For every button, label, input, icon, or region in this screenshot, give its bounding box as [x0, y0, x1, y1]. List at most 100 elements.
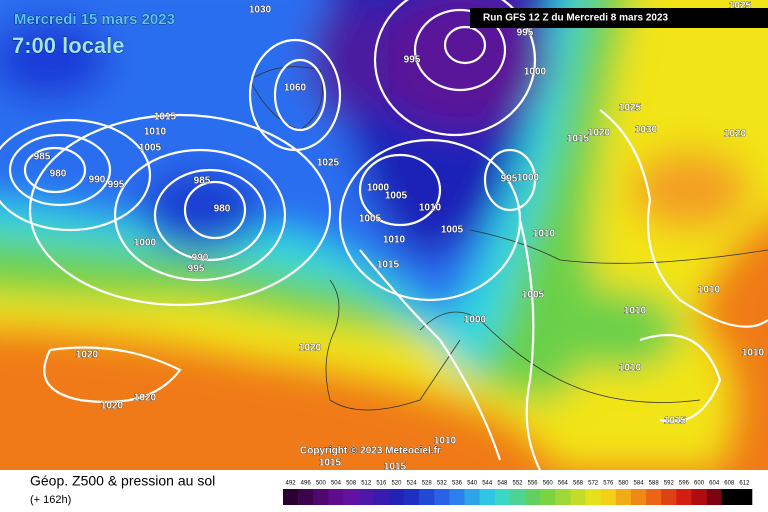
scale-label: 548	[497, 481, 508, 487]
scale-label: 504	[331, 481, 342, 487]
scale-label: 568	[573, 481, 584, 487]
isobar-label: 1005	[522, 290, 545, 301]
isobar-label: 1020	[299, 343, 322, 354]
scale-cell	[555, 489, 571, 505]
scale-cell	[630, 489, 647, 505]
scale-label: 516	[376, 481, 387, 487]
isobar-label: 1020	[724, 129, 747, 140]
isobar-label: 1010	[434, 436, 457, 447]
scale-label: 500	[316, 481, 327, 487]
isobar-label: 1015	[384, 462, 407, 473]
scale-cell	[479, 489, 496, 505]
isobar-label: 1005	[139, 143, 162, 154]
z500-field	[0, 0, 768, 470]
scale-label: 564	[558, 481, 569, 487]
isobar-label: 1025	[317, 158, 340, 169]
isobars	[0, 0, 768, 471]
isobar-label: 995	[188, 264, 205, 275]
scale-label: 580	[618, 481, 629, 487]
coastlines	[249, 66, 768, 411]
copyright: Copyright © 2023 Meteociel.fr	[300, 446, 441, 457]
isobar-label: 995	[501, 174, 518, 185]
scale-label: 560	[543, 481, 554, 487]
footer-subtitle: (+ 162h)	[30, 494, 71, 506]
scale-label: 608	[724, 481, 735, 487]
isobar-label: 1010	[619, 363, 642, 374]
scale-cell	[373, 489, 390, 505]
isobar-label: 995	[404, 55, 421, 66]
scale-cell	[283, 489, 299, 505]
isobar-label: 1030	[249, 5, 272, 16]
scale-cell	[434, 489, 450, 505]
scale-cell	[328, 489, 344, 505]
isobar-label: 980	[50, 169, 67, 180]
isobar-label: 1000	[134, 238, 157, 249]
scale-label: 540	[467, 481, 478, 487]
scale-cell	[721, 489, 738, 505]
isobar-label: 1010	[533, 229, 556, 240]
scale-cell	[358, 489, 375, 505]
scale-cell	[615, 489, 632, 505]
scale-cell	[298, 489, 314, 505]
scale-cell	[343, 489, 359, 505]
scale-label: 576	[603, 481, 614, 487]
isobar-label: 1020	[101, 401, 124, 412]
scale-label: 556	[528, 481, 539, 487]
isobar-label: 1010	[419, 203, 442, 214]
scale-label: 600	[694, 481, 705, 487]
scale-cell	[570, 489, 586, 505]
scale-label: 536	[452, 481, 463, 487]
scale-cell	[404, 489, 420, 505]
isobar-label: 1010	[742, 348, 765, 359]
scale-label: 520	[391, 481, 402, 487]
isobar-label: 980	[214, 204, 231, 215]
isobar-label: 1005	[441, 225, 464, 236]
isobar-label: 990	[192, 253, 209, 264]
scale-label: 544	[482, 481, 493, 487]
scale-cell	[646, 489, 662, 505]
footer-title: Géop. Z500 & pression au sol	[30, 473, 215, 489]
isobar-label: 1015	[567, 134, 590, 145]
isobar-label: 1020	[134, 393, 157, 404]
scale-cell	[585, 489, 602, 505]
isobar-label: 1015	[664, 416, 687, 427]
scale-cell	[676, 489, 692, 505]
scale-label: 612	[739, 481, 750, 487]
isobar-label: 1030	[635, 125, 658, 136]
isobar-label: 1025	[729, 1, 752, 12]
scale-label: 584	[634, 481, 645, 487]
isobar-label: 1010	[144, 127, 167, 138]
scale-cell	[661, 489, 677, 505]
scale-label: 532	[437, 481, 448, 487]
isobar-label: 1005	[385, 191, 408, 202]
scale-cell	[600, 489, 617, 505]
scale-cell	[494, 489, 511, 505]
run-banner: Run GFS 12 Z du Mercredi 8 mars 2023	[470, 8, 768, 28]
scale-cell	[464, 489, 480, 505]
isobar-label: 1010	[624, 306, 647, 317]
scale-label: 528	[422, 481, 433, 487]
isobar-label: 990	[89, 175, 106, 186]
scale-label: 596	[679, 481, 690, 487]
scale-cell	[525, 489, 541, 505]
isobar-label: 1020	[588, 128, 611, 139]
scale-label: 588	[649, 481, 660, 487]
scale-label: 592	[664, 481, 675, 487]
scale-label: 552	[512, 481, 523, 487]
isobar-label: 1000	[524, 67, 547, 78]
scale-cell	[509, 489, 526, 505]
scale-cell	[388, 489, 405, 505]
isobar-label: 1005	[359, 214, 382, 225]
scale-cell	[540, 489, 556, 505]
isobar-label: 1015	[377, 260, 400, 271]
isobar-label: 995	[108, 180, 125, 191]
color-scale: 492 496 500 504 508 512 516 520 524 528 532 536 540 5…	[283, 481, 753, 505]
scale-cell	[419, 489, 435, 505]
isobar-label: 1015	[319, 458, 342, 469]
scale-cell	[736, 489, 753, 505]
scale-cell	[313, 489, 329, 505]
scale-label: 496	[301, 481, 312, 487]
run-label: Run GFS 12 Z du Mercredi 8 mars 2023	[483, 13, 669, 24]
isobar-label: 1000	[464, 315, 487, 326]
